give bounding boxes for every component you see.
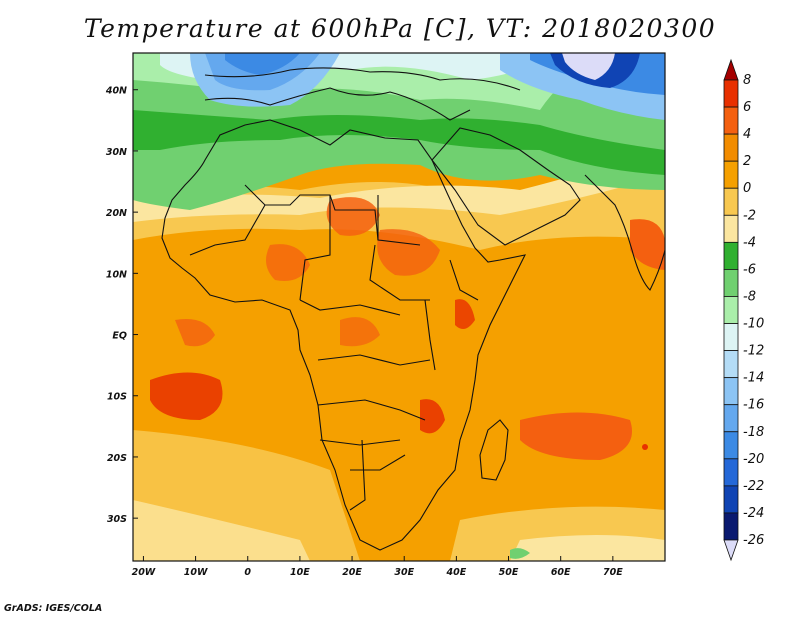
- colorbar-label: -12: [743, 344, 764, 359]
- longitude-axis: 20W 10W 0 10E 20E 30E 40E 50E 60E 70E: [132, 556, 623, 578]
- colorbar-label: -8: [743, 289, 756, 304]
- lon-tick-label: 20E: [342, 567, 362, 578]
- lon-tick-label: 10E: [290, 567, 310, 578]
- colorbar-label: -22: [743, 479, 764, 494]
- lon-tick-label: 40E: [446, 567, 467, 578]
- lat-tick-label: EQ: [112, 331, 127, 342]
- colorbar-segment: [723, 160, 739, 189]
- lon-tick-label: 50E: [499, 567, 519, 578]
- colorbar-segment: [723, 106, 739, 135]
- colorbar-segment: [723, 187, 739, 216]
- colorbar-label: -16: [743, 398, 764, 413]
- colorbar-segment: [723, 350, 739, 379]
- colorbar-label: -10: [743, 317, 764, 332]
- colorbar-segment: [723, 323, 739, 351]
- lat-tick-label: 10S: [107, 392, 127, 403]
- colorbar-label: 8: [743, 73, 751, 88]
- colorbar-max-triangle: [723, 58, 739, 81]
- lon-tick-label: 30E: [394, 567, 414, 578]
- grads-credit: GrADS: IGES/COLA: [4, 603, 103, 614]
- colorbar-label: -6: [743, 262, 756, 277]
- colorbar-label: 6: [743, 100, 751, 115]
- colorbar-segment: [723, 269, 739, 297]
- colorbar-min-triangle: [723, 539, 739, 562]
- colorbar-segment: [723, 241, 739, 270]
- colorbar-segment: [723, 512, 739, 541]
- colorbar-label: 4: [743, 127, 751, 142]
- colorbar-label: -4: [743, 235, 756, 250]
- temperature-field: [133, 53, 665, 561]
- colorbar-label: -26: [743, 533, 764, 548]
- colorbar-segment: [723, 377, 739, 406]
- colorbar-segment: [723, 133, 739, 162]
- colorbar-segment: [723, 296, 739, 324]
- colorbar-label: 2: [743, 154, 751, 169]
- lat-tick-label: 20S: [107, 453, 127, 464]
- colorbar-label: -2: [743, 208, 756, 223]
- colorbar-label: 0: [743, 181, 751, 196]
- colorbar-segment: [723, 214, 739, 243]
- colorbar-segment: [723, 458, 739, 487]
- lon-tick-label: 20W: [132, 567, 156, 578]
- colorbar-segment: [723, 431, 739, 460]
- lat-tick-label: 10N: [106, 269, 127, 280]
- coastlines: [161, 67, 665, 551]
- latitude-axis: 40N 30N 20N 10N EQ 10S 20S 30S: [105, 86, 138, 525]
- lat-tick-label: 20N: [106, 208, 127, 219]
- colorbar-label: -14: [743, 371, 764, 386]
- lon-tick-label: 70E: [603, 567, 623, 578]
- lon-tick-label: 0: [244, 567, 251, 578]
- colorbar-label: -18: [743, 425, 764, 440]
- lon-tick-label: 10W: [184, 567, 208, 578]
- map-title: Temperature at 600hPa [C], VT: 201802030…: [83, 14, 717, 43]
- lat-tick-label: 30N: [106, 147, 127, 158]
- lon-tick-label: 60E: [551, 567, 571, 578]
- colorbar-label: -24: [743, 506, 764, 521]
- colorbar-segment: [723, 79, 739, 108]
- colorbar-segment: [723, 404, 739, 433]
- colorbar-segment: [723, 485, 739, 514]
- plot-frame: [132, 52, 666, 562]
- lat-tick-label: 40N: [105, 86, 127, 97]
- colorbar: 8 6 4 2 0 -2 -4 -6 -8 -10 -12 -14 -16 -18 -20 -22 -24 -26: [723, 58, 764, 562]
- lat-tick-label: 30S: [107, 514, 127, 525]
- colorbar-label: -20: [743, 452, 764, 467]
